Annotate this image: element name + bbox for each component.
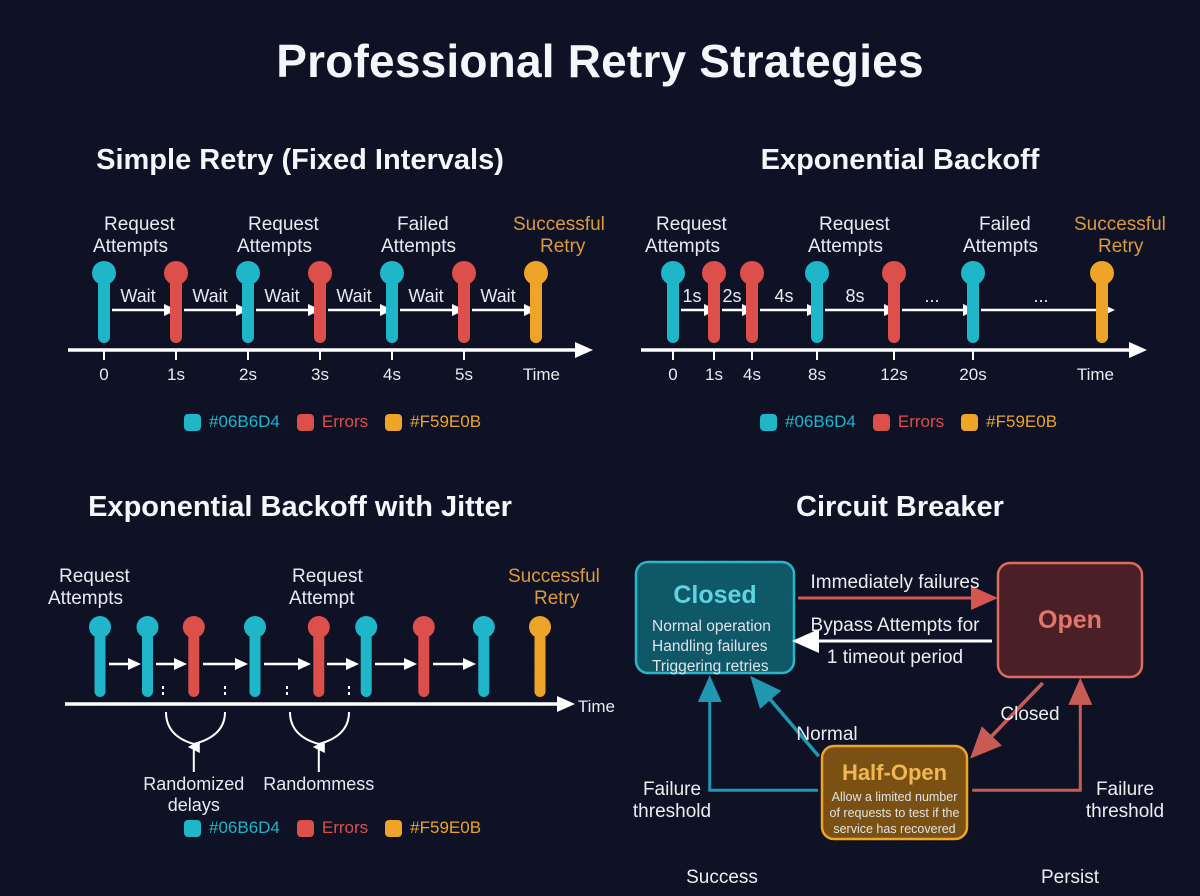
svg-text:...: ... (924, 286, 939, 306)
svg-text:3s: 3s (311, 365, 329, 384)
svg-text:Wait: Wait (336, 286, 371, 306)
svg-text:Success: Success (686, 867, 758, 888)
svg-text:threshold: threshold (1086, 801, 1164, 822)
svg-text:Time: Time (1077, 365, 1114, 384)
svg-text:0: 0 (668, 365, 677, 384)
svg-text:Request: Request (104, 214, 175, 235)
svg-text:Wait: Wait (408, 286, 443, 306)
svg-text:Time: Time (523, 365, 560, 384)
svg-text:Successful: Successful (508, 566, 600, 587)
svg-text:Retry: Retry (540, 236, 586, 257)
svg-text:Immediately failures: Immediately failures (811, 572, 980, 593)
svg-text:Attempts: Attempts (645, 236, 720, 257)
svg-text:Wait: Wait (264, 286, 299, 306)
svg-text:Randommess: Randommess (263, 774, 374, 794)
svg-text:0: 0 (99, 365, 108, 384)
svg-text:Time: Time (578, 697, 615, 716)
svg-text:Wait: Wait (480, 286, 515, 306)
svg-text:Retry: Retry (534, 588, 580, 609)
svg-text:Attempts: Attempts (93, 236, 168, 257)
svg-text:Failed: Failed (397, 214, 449, 235)
svg-text:Randomized: Randomized (143, 774, 244, 794)
svg-text:20s: 20s (959, 365, 986, 384)
svg-text:4s: 4s (383, 365, 401, 384)
svg-text:Closed: Closed (1000, 704, 1059, 725)
svg-text:Wait: Wait (192, 286, 227, 306)
svg-text:Handling failures: Handling failures (652, 638, 768, 655)
svg-text:8s: 8s (808, 365, 826, 384)
svg-text:Persist: Persist (1041, 867, 1100, 888)
svg-text:Failure: Failure (1096, 779, 1154, 800)
svg-text:Attempt: Attempt (289, 588, 355, 609)
svg-text:Allow a limited number: Allow a limited number (832, 790, 958, 804)
svg-text:1s: 1s (682, 286, 701, 306)
svg-text:Request: Request (292, 566, 363, 587)
svg-text:2s: 2s (722, 286, 741, 306)
svg-text:Request: Request (656, 214, 727, 235)
svg-text:Triggering retries: Triggering retries (652, 658, 769, 675)
svg-text:of requests to test if the: of requests to test if the (830, 806, 960, 820)
svg-text:Retry: Retry (1098, 236, 1144, 257)
svg-text:threshold: threshold (633, 801, 711, 822)
svg-text:1s: 1s (167, 365, 185, 384)
svg-text:Attempts: Attempts (48, 588, 123, 609)
svg-text:Wait: Wait (120, 286, 155, 306)
svg-text:Normal operation: Normal operation (652, 618, 771, 635)
svg-text:Attempts: Attempts (381, 236, 456, 257)
svg-text:Failed: Failed (979, 214, 1031, 235)
svg-text:Request: Request (819, 214, 890, 235)
svg-text:Request: Request (59, 566, 130, 587)
svg-text:delays: delays (168, 795, 220, 815)
svg-text:...: ... (1033, 286, 1048, 306)
svg-text:Attempts: Attempts (237, 236, 312, 257)
svg-text:4s: 4s (774, 286, 793, 306)
svg-text:1 timeout period: 1 timeout period (827, 647, 963, 668)
svg-text:Successful: Successful (1074, 214, 1166, 235)
svg-text:12s: 12s (880, 365, 907, 384)
svg-text:Attempts: Attempts (963, 236, 1038, 257)
svg-text:Successful: Successful (513, 214, 605, 235)
svg-text:Open: Open (1038, 606, 1102, 634)
svg-text:Failure: Failure (643, 779, 701, 800)
svg-text:5s: 5s (455, 365, 473, 384)
svg-text:4s: 4s (743, 365, 761, 384)
svg-text:Request: Request (248, 214, 319, 235)
svg-text:Normal: Normal (796, 724, 857, 745)
svg-text:service has recovered: service has recovered (833, 822, 955, 836)
svg-text:2s: 2s (239, 365, 257, 384)
svg-text:Attempts: Attempts (808, 236, 883, 257)
svg-text:Bypass Attempts for: Bypass Attempts for (811, 615, 981, 636)
svg-text:Half-Open: Half-Open (842, 760, 947, 785)
svg-text:1s: 1s (705, 365, 723, 384)
svg-text:Closed: Closed (673, 581, 756, 609)
svg-text:8s: 8s (845, 286, 864, 306)
